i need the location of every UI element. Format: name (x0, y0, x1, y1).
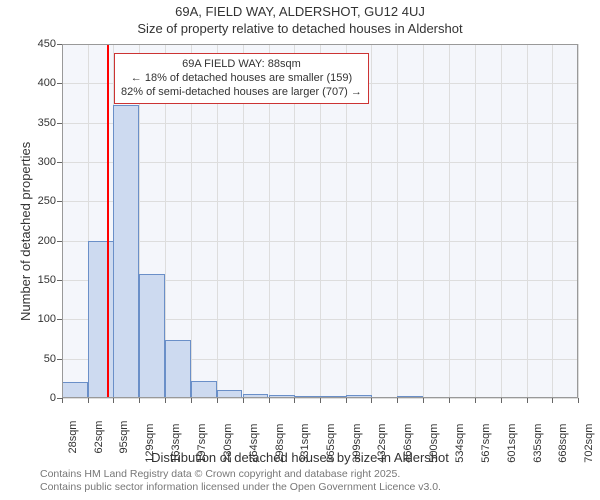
x-tick-mark (243, 398, 244, 403)
grid-line-v (397, 44, 398, 398)
x-tick-label: 331sqm (299, 424, 311, 463)
y-tick-label: 300 (38, 156, 56, 168)
histogram-bar (191, 381, 217, 398)
histogram-bar (243, 394, 269, 398)
x-tick-mark (217, 398, 218, 403)
y-tick-label: 200 (38, 235, 56, 247)
annotation-line2: ← 18% of detached houses are smaller (15… (121, 71, 362, 85)
grid-line-v (552, 44, 553, 398)
y-tick-label: 100 (38, 313, 56, 325)
y-tick-label: 50 (44, 353, 56, 365)
x-tick-label: 635sqm (532, 424, 544, 463)
x-tick-mark (501, 398, 502, 403)
grid-line-v (371, 44, 372, 398)
x-tick-mark (139, 398, 140, 403)
x-tick-mark (423, 398, 424, 403)
x-tick-label: 129sqm (144, 424, 156, 463)
grid-line-v (62, 44, 63, 398)
grid-line-v (475, 44, 476, 398)
y-tick-mark (57, 83, 62, 84)
x-tick-label: 432sqm (376, 424, 388, 463)
x-tick-label: 95sqm (118, 421, 130, 454)
plot-area: 69A FIELD WAY: 88sqm ← 18% of detached h… (62, 44, 578, 398)
x-tick-mark (578, 398, 579, 403)
x-tick-mark (320, 398, 321, 403)
grid-line-v (578, 44, 579, 398)
histogram-bar (217, 390, 243, 398)
y-tick-label: 150 (38, 274, 56, 286)
footer-line2: Contains public sector information licen… (40, 481, 441, 494)
x-tick-label: 399sqm (351, 424, 363, 463)
y-tick-mark (57, 162, 62, 163)
x-tick-label: 197sqm (196, 424, 208, 463)
annotation-line1: 69A FIELD WAY: 88sqm (121, 57, 362, 71)
y-tick-mark (57, 201, 62, 202)
annotation-box: 69A FIELD WAY: 88sqm ← 18% of detached h… (114, 53, 369, 104)
grid-line-v (449, 44, 450, 398)
x-tick-mark (88, 398, 89, 403)
chart-title-line1: 69A, FIELD WAY, ALDERSHOT, GU12 4UJ (0, 4, 600, 19)
y-tick-mark (57, 44, 62, 45)
histogram-bar (113, 105, 139, 398)
x-tick-label: 264sqm (248, 424, 260, 463)
footer-line1: Contains HM Land Registry data © Crown c… (40, 468, 441, 481)
x-tick-label: 298sqm (274, 424, 286, 463)
y-tick-label: 350 (38, 117, 56, 129)
x-tick-mark (346, 398, 347, 403)
y-tick-mark (57, 359, 62, 360)
y-tick-label: 400 (38, 77, 56, 89)
x-tick-mark (449, 398, 450, 403)
x-tick-label: 28sqm (67, 421, 79, 454)
y-axis-label: Number of detached properties (18, 142, 33, 321)
histogram-bar (269, 395, 295, 398)
y-tick-label: 450 (38, 38, 56, 50)
histogram-bar (88, 241, 114, 398)
histogram-bar (62, 382, 88, 398)
grid-line-v (501, 44, 502, 398)
x-tick-mark (397, 398, 398, 403)
y-tick-mark (57, 123, 62, 124)
y-tick-label: 0 (50, 392, 56, 404)
annotation-line3: 82% of semi-detached houses are larger (… (121, 85, 362, 99)
histogram-bar (397, 396, 423, 398)
x-tick-label: 365sqm (325, 424, 337, 463)
x-tick-mark (294, 398, 295, 403)
x-tick-label: 601sqm (506, 424, 518, 463)
x-tick-label: 567sqm (480, 424, 492, 463)
x-tick-mark (269, 398, 270, 403)
x-tick-label: 702sqm (583, 424, 595, 463)
histogram-bar (346, 395, 372, 398)
x-tick-label: 500sqm (428, 424, 440, 463)
grid-line-v (527, 44, 528, 398)
histogram-bar (139, 274, 165, 398)
x-tick-mark (475, 398, 476, 403)
x-tick-label: 466sqm (402, 424, 414, 463)
x-tick-mark (165, 398, 166, 403)
histogram-bar (294, 396, 320, 398)
y-tick-mark (57, 280, 62, 281)
footer-attribution: Contains HM Land Registry data © Crown c… (40, 468, 441, 494)
x-tick-label: 668sqm (557, 424, 569, 463)
histogram-bar (165, 340, 191, 398)
x-tick-label: 534sqm (454, 424, 466, 463)
grid-line-v (423, 44, 424, 398)
x-tick-label: 230sqm (222, 424, 234, 463)
histogram-bar (320, 396, 346, 398)
x-tick-mark (371, 398, 372, 403)
y-tick-mark (57, 241, 62, 242)
x-tick-mark (191, 398, 192, 403)
reference-line (107, 44, 109, 398)
x-tick-label: 163sqm (170, 424, 182, 463)
x-tick-mark (552, 398, 553, 403)
x-tick-label: 62sqm (93, 421, 105, 454)
y-tick-label: 250 (38, 195, 56, 207)
x-tick-mark (113, 398, 114, 403)
y-tick-mark (57, 319, 62, 320)
x-tick-mark (527, 398, 528, 403)
x-tick-mark (62, 398, 63, 403)
chart-title-line2: Size of property relative to detached ho… (0, 21, 600, 36)
